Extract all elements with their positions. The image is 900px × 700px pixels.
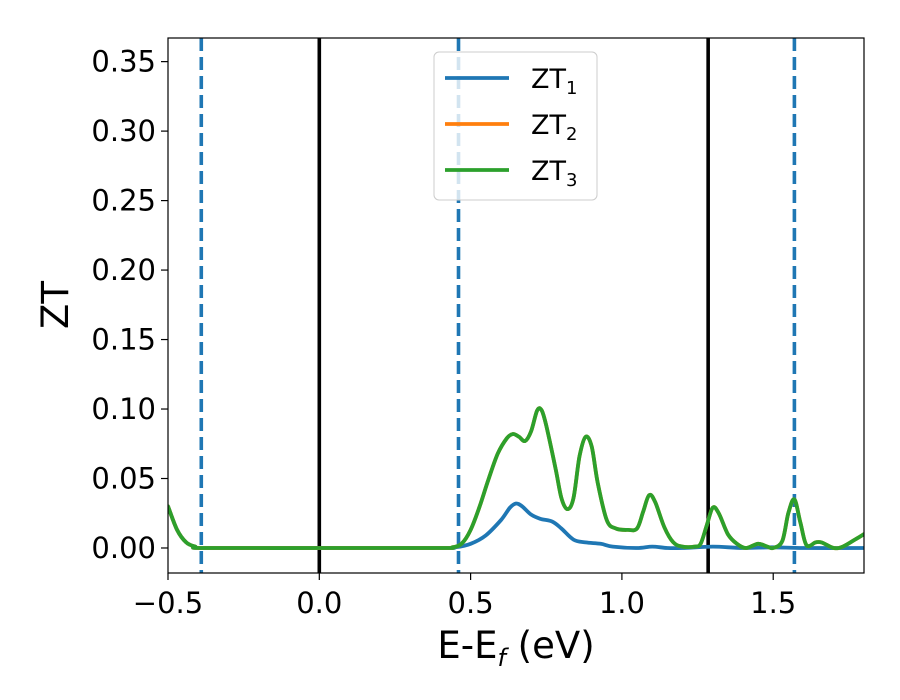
x-tick-label: 1.0 — [599, 586, 645, 620]
y-axis-label: ZT — [34, 281, 77, 329]
y-tick-label: 0.25 — [91, 184, 156, 218]
plot-frame — [167, 37, 865, 574]
x-tick-label: 1.5 — [750, 586, 796, 620]
x-axis: −0.5 0.0 0.5 1.0 1.5 — [133, 573, 796, 620]
y-tick-label: 0.20 — [91, 253, 156, 287]
reference-lines — [199, 38, 797, 573]
legend: ZT1 ZT2 ZT3 — [433, 51, 598, 201]
series-line-zt1 — [168, 501, 864, 551]
x-tick-label: −0.5 — [133, 586, 203, 620]
y-tick-label: 0.35 — [91, 45, 156, 79]
y-axis: 0.00 0.05 0.10 0.15 0.20 0.25 0.30 0.35 — [91, 45, 168, 565]
x-axis-label: E-Ef (eV) — [437, 624, 594, 672]
y-tick-label: 0.10 — [91, 392, 156, 426]
series-lines — [168, 406, 864, 551]
y-tick-label: 0.30 — [91, 114, 156, 148]
y-tick-label: 0.05 — [91, 462, 156, 496]
series-line-zt2 — [168, 406, 864, 551]
x-axis-label-main: E-E — [437, 624, 497, 667]
x-axis-label-unit: (eV) — [506, 624, 595, 667]
y-tick-label: 0.00 — [91, 531, 156, 565]
legend-label-zt3: ZT3 — [531, 156, 577, 191]
legend-box — [433, 51, 598, 201]
x-tick-label: 0.5 — [448, 586, 494, 620]
x-tick-label: 0.0 — [296, 586, 342, 620]
legend-label-zt1: ZT1 — [531, 64, 577, 99]
y-tick-label: 0.15 — [91, 323, 156, 357]
legend-label-zt2: ZT2 — [531, 110, 577, 145]
series-line-zt3 — [168, 406, 864, 551]
